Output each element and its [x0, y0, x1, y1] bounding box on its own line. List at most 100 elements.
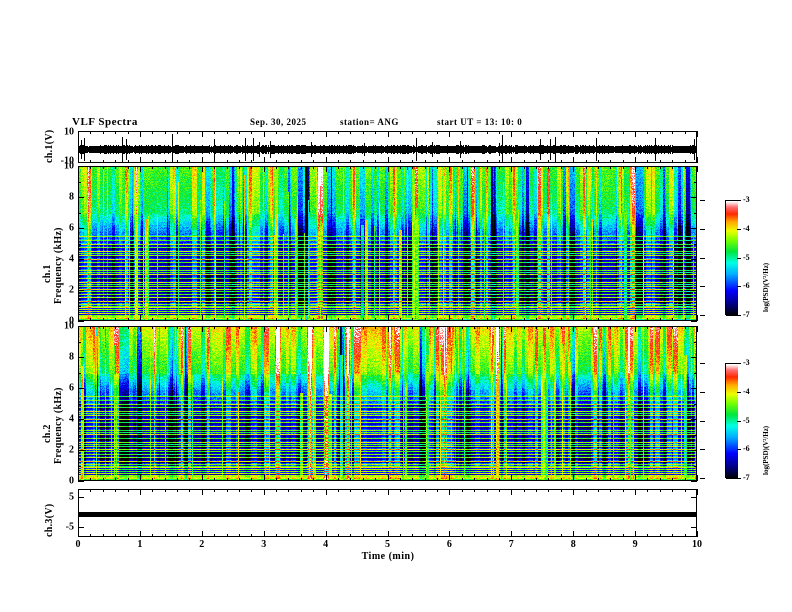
x-tick-minor — [474, 318, 476, 321]
x-tick-minor — [486, 489, 488, 492]
x-tick-major — [635, 475, 637, 481]
x-tick-minor — [251, 166, 253, 169]
x-tick-major — [697, 489, 698, 495]
x-tick-minor — [214, 534, 216, 537]
x-tick-major — [201, 131, 203, 137]
outer-margin-tick — [700, 286, 705, 288]
x-tick-major — [139, 157, 141, 163]
colorbar-ch2 — [725, 363, 738, 479]
figure-date: Sep. 30, 2025 — [250, 117, 307, 127]
x-tick-minor — [102, 318, 104, 321]
x-tick-minor — [90, 160, 92, 163]
x-tick-minor — [461, 478, 463, 481]
x-tick-minor — [152, 318, 154, 321]
x-tick-minor — [350, 489, 352, 492]
x-tick-minor — [375, 131, 377, 134]
x-tick-minor — [152, 489, 154, 492]
x-tick-minor — [659, 534, 661, 537]
x-tick-minor — [350, 326, 352, 329]
x-tick-minor — [164, 326, 166, 329]
ch2-y-tick-label: 4 — [69, 413, 74, 425]
outer-margin-tick — [700, 228, 705, 230]
y-tick-minor — [78, 181, 81, 183]
x-tick-minor — [548, 534, 550, 537]
y-tick-minor — [78, 341, 81, 343]
y-tick-major — [78, 321, 84, 322]
x-tick-minor — [102, 534, 104, 537]
x-tick-minor — [412, 131, 414, 134]
y-tick-minor — [694, 341, 697, 343]
x-tick-minor — [214, 478, 216, 481]
ch1-y-tick-label: 10 — [64, 126, 74, 138]
y-tick-minor — [694, 305, 697, 307]
x-tick-minor — [486, 160, 488, 163]
x-tick-major — [201, 489, 203, 495]
x-tick-minor — [399, 534, 401, 537]
x-tick-minor — [177, 478, 179, 481]
y-tick-major — [691, 388, 697, 389]
x-tick-major — [325, 131, 327, 137]
x-tick-minor — [226, 534, 228, 537]
colorbar-ch1-tick — [737, 200, 741, 201]
x-tick-minor — [536, 160, 538, 163]
y-tick-minor — [78, 212, 81, 214]
x-tick-minor — [560, 534, 562, 537]
x-tick-major — [263, 326, 265, 332]
figure-title: VLF Spectra — [72, 116, 138, 128]
x-tick-minor — [90, 489, 92, 492]
x-tick-minor — [585, 478, 587, 481]
x-tick-minor — [276, 489, 278, 492]
x-tick-minor — [647, 489, 649, 492]
x-tick-major — [387, 157, 389, 163]
x-tick-minor — [672, 534, 674, 537]
x-tick-minor — [536, 318, 538, 321]
colorbar-ch2-tick — [737, 478, 741, 479]
y-tick-major — [691, 419, 697, 420]
x-tick-minor — [536, 166, 538, 169]
x-tick-label: 2 — [199, 539, 205, 550]
x-tick-minor — [189, 160, 191, 163]
x-tick-major — [325, 531, 327, 537]
y-tick-minor — [78, 305, 81, 307]
y-tick-minor — [694, 243, 697, 245]
x-tick-minor — [152, 166, 154, 169]
x-tick-minor — [127, 478, 129, 481]
y-tick-minor — [78, 243, 81, 245]
x-tick-minor — [622, 166, 624, 169]
y-tick-minor — [694, 403, 697, 405]
outer-margin-tick — [700, 257, 705, 259]
x-tick-minor — [536, 534, 538, 537]
x-tick-minor — [189, 326, 191, 329]
x-tick-major — [201, 531, 203, 537]
x-tick-minor — [164, 489, 166, 492]
x-tick-minor — [647, 160, 649, 163]
ch2-y-tick-label: 0 — [69, 475, 74, 487]
x-tick-minor — [375, 326, 377, 329]
x-tick-minor — [684, 318, 686, 321]
x-tick-minor — [560, 166, 562, 169]
x-tick-minor — [461, 534, 463, 537]
x-tick-major — [635, 326, 637, 332]
x-tick-major — [325, 315, 327, 321]
x-tick-minor — [672, 166, 674, 169]
x-tick-minor — [362, 131, 364, 134]
x-tick-minor — [189, 166, 191, 169]
x-tick-minor — [350, 131, 352, 134]
x-tick-minor — [672, 160, 674, 163]
x-tick-minor — [672, 318, 674, 321]
colorbar-ch2-title: log(PSD)(V²/Hz) — [762, 425, 770, 475]
x-tick-minor — [474, 166, 476, 169]
x-tick-minor — [548, 166, 550, 169]
x-tick-minor — [647, 131, 649, 134]
x-tick-minor — [399, 318, 401, 321]
ch3-y-tick — [78, 527, 84, 528]
x-tick-minor — [251, 131, 253, 134]
x-tick-minor — [461, 318, 463, 321]
x-tick-major — [201, 326, 203, 332]
x-tick-minor — [672, 478, 674, 481]
x-tick-minor — [523, 318, 525, 321]
y-tick-major — [78, 357, 84, 358]
x-tick-minor — [102, 326, 104, 329]
x-tick-minor — [560, 326, 562, 329]
x-tick-minor — [214, 166, 216, 169]
